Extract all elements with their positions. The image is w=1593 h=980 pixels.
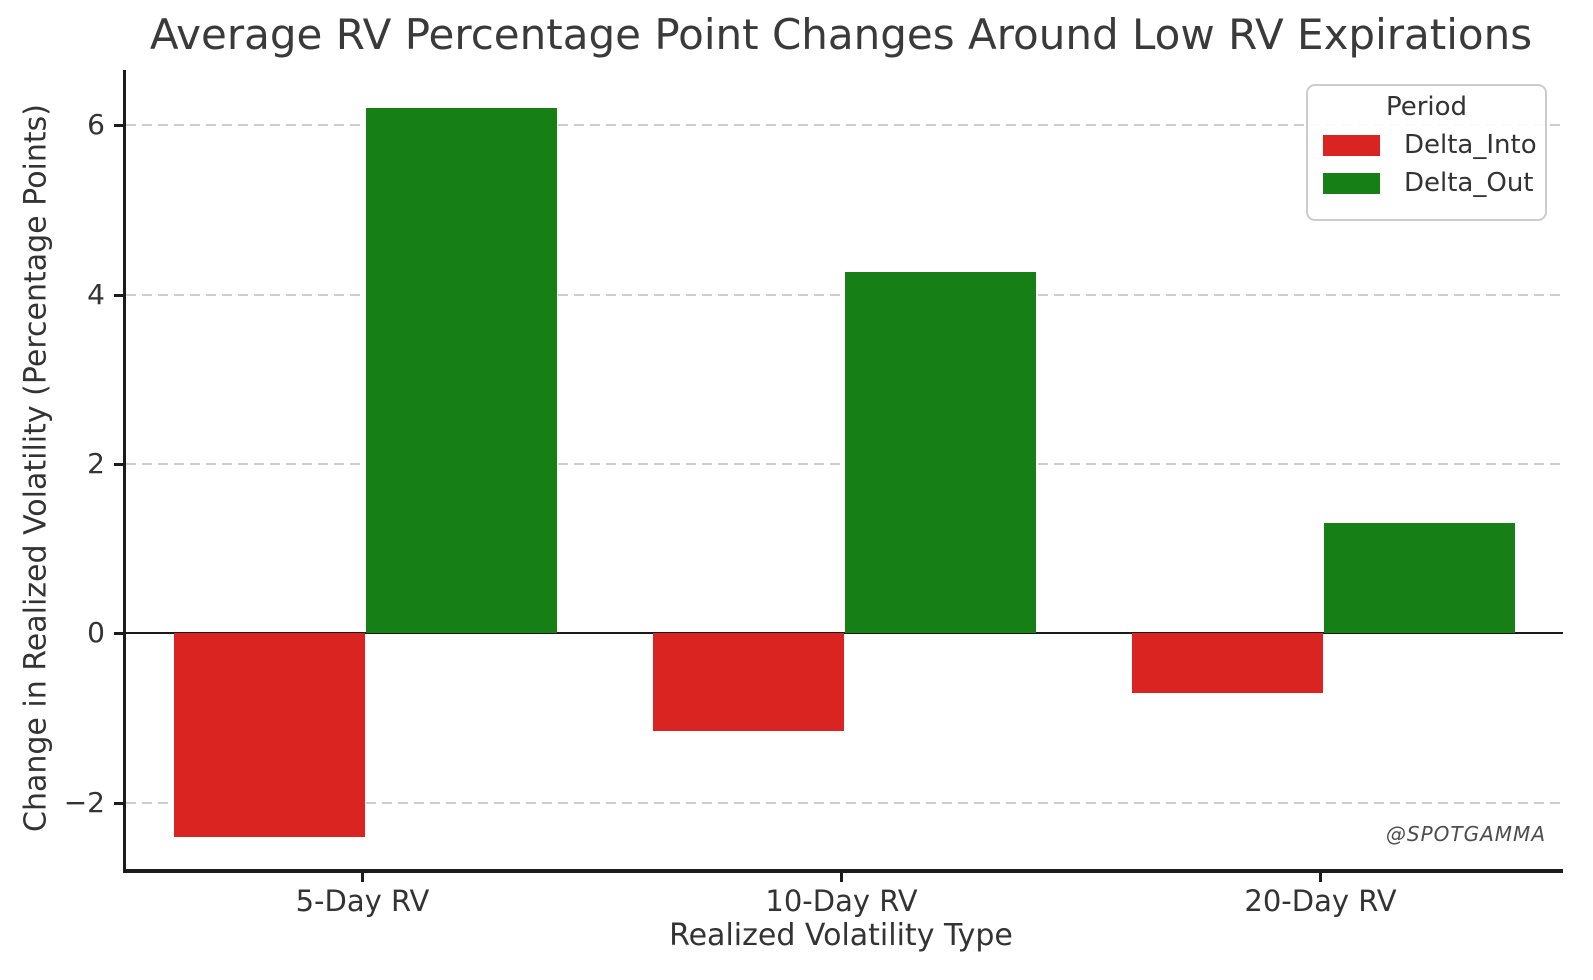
legend-title: Period	[1385, 92, 1468, 122]
x-axis-label: Realized Volatility Type	[669, 918, 1013, 953]
x-tick-mark-5-day rv	[361, 873, 364, 882]
y-tick-label-6: 6	[87, 108, 105, 142]
chart-title: Average RV Percentage Point Changes Arou…	[149, 10, 1533, 59]
x-tick-label-20-day rv: 20-Day RV	[1244, 884, 1397, 918]
gridline-y-6	[126, 124, 1563, 127]
x-tick-label-5-day rv: 5-Day RV	[295, 884, 430, 918]
gridline-y--2	[126, 801, 1563, 804]
bar-delta_out-20-day rv	[1323, 523, 1516, 634]
y-tick-mark-6	[114, 124, 123, 128]
legend-swatch-delta-into-icon	[1323, 134, 1380, 156]
bar-delta_into-5-day rv	[173, 633, 366, 837]
legend-item-delta-into: Delta_Into	[1320, 130, 1537, 160]
y-tick-label-0: 0	[87, 616, 105, 650]
zero-line	[126, 632, 1563, 635]
x-tick-label-10-day rv: 10-Day RV	[765, 884, 918, 918]
y-tick-mark-0	[114, 632, 123, 636]
bar-delta_out-5-day rv	[365, 108, 558, 634]
x-tick-mark-20-day rv	[1319, 873, 1322, 882]
y-tick-label-4: 4	[87, 277, 105, 311]
watermark: @SPOTGAMMA	[1385, 822, 1546, 846]
legend-swatch-delta-out-icon	[1323, 172, 1380, 194]
bar-delta_into-10-day rv	[652, 633, 845, 731]
bar-delta_out-10-day rv	[844, 271, 1037, 634]
legend-label-delta-into: Delta_Into	[1404, 130, 1537, 160]
plot-area	[123, 70, 1563, 873]
bar-delta_into-20-day rv	[1131, 633, 1324, 693]
y-tick-label-2: 2	[87, 446, 105, 480]
y-tick-mark-4	[114, 293, 123, 297]
y-tick-mark-2	[114, 462, 123, 466]
legend-label-delta-out: Delta_Out	[1404, 168, 1534, 198]
x-tick-mark-10-day rv	[840, 873, 843, 882]
y-tick-label--2: −2	[63, 785, 105, 819]
legend-item-delta-out: Delta_Out	[1320, 168, 1534, 198]
legend: Period Delta_Into Delta_Out	[1306, 84, 1547, 221]
y-tick-mark--2	[114, 801, 123, 805]
